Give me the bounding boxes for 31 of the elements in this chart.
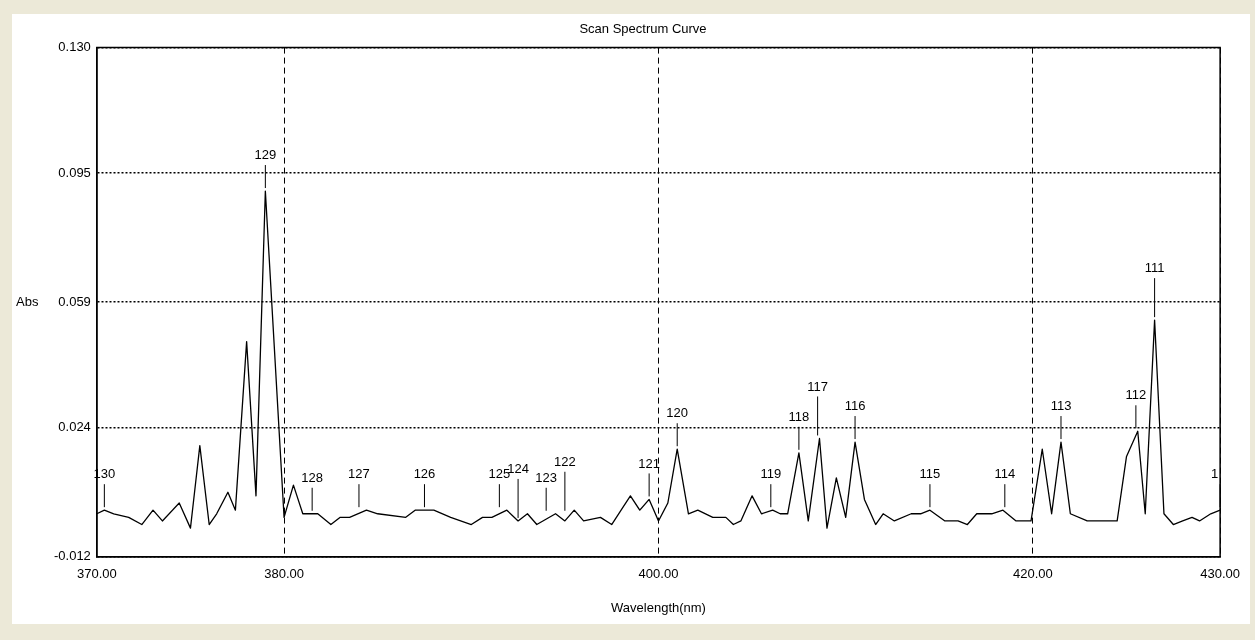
annotation: 114 <box>994 466 1016 482</box>
x-tick-label: 430.00 <box>1200 566 1240 582</box>
y-tick-label: 0.095 <box>58 164 91 180</box>
x-tick-label: 380.00 <box>264 566 304 582</box>
y-axis-title: Abs <box>16 293 39 309</box>
x-axis-title: Wavelength(nm) <box>611 599 706 615</box>
chart-title: Scan Spectrum Curve <box>579 21 707 37</box>
annotation: 116 <box>844 398 866 414</box>
annotation: 115 <box>919 466 941 482</box>
annotation: 129 <box>254 147 277 163</box>
y-tick-label: 0.059 <box>58 293 91 309</box>
annotation: 1 <box>1210 466 1219 482</box>
annotation: 113 <box>1050 398 1072 414</box>
annotation: 117 <box>807 378 828 394</box>
annotation: 118 <box>788 408 810 424</box>
x-tick-label: 420.00 <box>1013 566 1053 582</box>
y-tick-label: 0.130 <box>58 39 91 55</box>
annotation: 120 <box>666 405 689 421</box>
x-tick-label: 370.00 <box>76 566 117 582</box>
annotation: 127 <box>348 466 370 482</box>
annotation: 128 <box>301 469 323 485</box>
y-tick-label: 0.024 <box>58 419 91 435</box>
annotation: 111 <box>1144 260 1165 276</box>
annotation: 121 <box>638 455 660 471</box>
annotation: 122 <box>554 453 576 469</box>
annotation: 119 <box>760 466 782 482</box>
x-tick-label: 400.00 <box>638 566 679 582</box>
annotation: 112 <box>1125 387 1147 403</box>
annotation: 123 <box>535 469 558 485</box>
annotation: 126 <box>413 466 436 482</box>
y-tick-label: -0.012 <box>53 548 91 564</box>
